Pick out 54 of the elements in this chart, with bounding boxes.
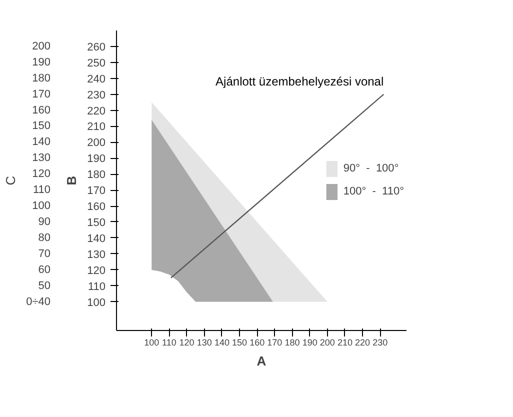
y2-axis-title: C [3, 176, 18, 186]
y-tick-label: 130 [87, 248, 106, 261]
y2-tick-label: 0÷40 [26, 296, 50, 308]
y2-tick-label: 60 [38, 264, 51, 276]
x-tick-label: 120 [179, 338, 194, 348]
y-tick-label: 250 [87, 57, 106, 70]
y-tick-label: 120 [87, 264, 106, 277]
y-tick-label: 240 [87, 73, 106, 86]
y-tick-label: 100 [87, 296, 106, 309]
y-tick-label: 170 [87, 185, 106, 198]
y2-tick-label: 140 [32, 136, 51, 148]
x-tick-label: 170 [267, 338, 282, 348]
y2-tick-label: 70 [38, 248, 51, 260]
x-tick-label: 180 [284, 338, 300, 348]
y2-tick-label: 50 [38, 280, 51, 292]
y2-tick-label: 200 [32, 40, 51, 52]
y2-tick-label: 80 [38, 232, 51, 244]
legend-label: 90° - 100° [343, 162, 399, 174]
x-tick-label: 130 [196, 338, 212, 348]
y2-tick-label: 100 [32, 200, 51, 212]
x-tick-label: 190 [302, 338, 318, 348]
x-tick-label: 220 [355, 338, 370, 348]
x-tick-label: 160 [250, 338, 265, 348]
y2-tick-label: 150 [32, 120, 51, 132]
x-tick-label: 110 [162, 338, 176, 348]
y-tick-label: 230 [87, 89, 106, 102]
y-tick-label: 140 [87, 232, 106, 245]
y-tick-label: 150 [87, 216, 106, 229]
y2-tick-label: 90 [38, 216, 51, 228]
y-tick-label: 260 [87, 41, 106, 54]
y-axis-title: B [64, 176, 80, 186]
x-tick-label: 150 [232, 338, 248, 348]
y-tick-label: 180 [87, 169, 106, 182]
x-tick-label: 140 [214, 338, 230, 348]
y-tick-label: 200 [87, 137, 106, 150]
x-axis-title: A [256, 354, 267, 368]
y-tick-label: 190 [87, 153, 106, 166]
y-tick-label: 160 [87, 201, 106, 214]
y2-tick-label: 170 [32, 88, 51, 100]
x-tick-label: 210 [337, 338, 353, 348]
legend-label: 100° - 110° [343, 186, 404, 198]
y-tick-label: 210 [87, 121, 106, 134]
y2-tick-label: 190 [32, 56, 51, 68]
y2-tick-label: 120 [32, 168, 51, 180]
series-label: Ajánlott üzembehelyezési vonal [216, 74, 384, 88]
y2-tick-label: 160 [32, 104, 51, 116]
y-tick-label: 220 [87, 105, 106, 118]
x-tick-label: 230 [372, 338, 388, 348]
x-tick-label: 100 [144, 338, 160, 348]
y-tick-label: 110 [88, 280, 106, 293]
y2-tick-label: 110 [32, 184, 51, 196]
y2-tick-label: 130 [32, 152, 51, 164]
y2-tick-label: 180 [32, 72, 51, 84]
x-tick-label: 200 [320, 338, 335, 348]
